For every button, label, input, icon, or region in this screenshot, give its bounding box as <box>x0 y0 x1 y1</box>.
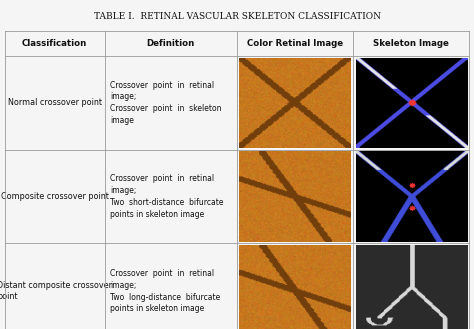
Text: Distant composite crossover
point: Distant composite crossover point <box>0 282 112 301</box>
Text: Skeleton Image: Skeleton Image <box>373 39 449 48</box>
Text: Definition: Definition <box>146 39 195 48</box>
Text: Crossover  point  in  retinal
image;
Two  short-distance  bifurcate
points in sk: Crossover point in retinal image; Two sh… <box>110 174 224 219</box>
Text: Color Retinal Image: Color Retinal Image <box>247 39 343 48</box>
Text: Crossover  point  in  retinal
image;
Crossover  point  in  skeleton
image: Crossover point in retinal image; Crosso… <box>110 81 222 125</box>
Text: Normal crossover point: Normal crossover point <box>8 98 102 107</box>
Text: Classification: Classification <box>22 39 87 48</box>
Text: Composite crossover point: Composite crossover point <box>1 192 109 201</box>
Text: Crossover  point  in  retinal
image;
Two  long-distance  bifurcate
points in ske: Crossover point in retinal image; Two lo… <box>110 269 220 313</box>
Text: TABLE I.  RETINAL VASCULAR SKELETON CLASSIFICATION: TABLE I. RETINAL VASCULAR SKELETON CLASS… <box>93 12 381 20</box>
